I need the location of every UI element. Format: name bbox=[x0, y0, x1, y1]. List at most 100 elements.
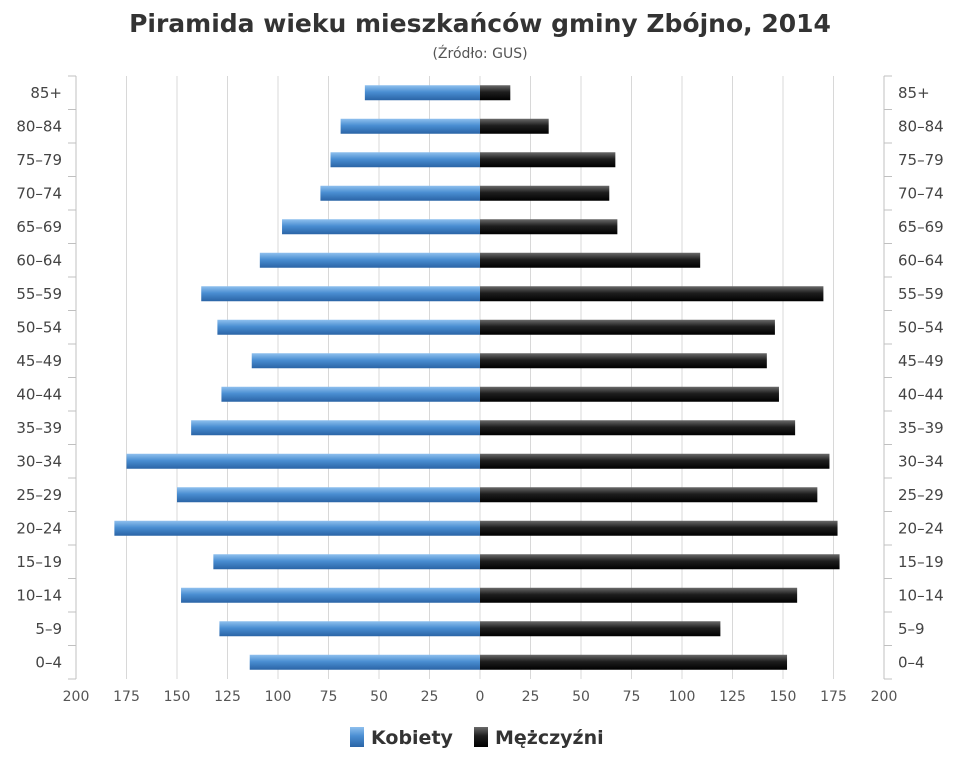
x-tick-label: 125 bbox=[719, 689, 746, 705]
bar-kobiety[interactable] bbox=[181, 587, 481, 603]
category-label-right: 25–29 bbox=[898, 486, 944, 504]
bar-kobiety[interactable] bbox=[219, 621, 481, 637]
x-tick-label: 125 bbox=[214, 689, 241, 705]
bar-kobiety[interactable] bbox=[249, 654, 480, 670]
x-tick-label: 50 bbox=[370, 689, 388, 705]
category-label-left: 80–84 bbox=[16, 117, 62, 135]
bar-mezczyzni[interactable] bbox=[480, 219, 618, 235]
bar-kobiety[interactable] bbox=[213, 554, 481, 570]
bar-mezczyzni[interactable] bbox=[480, 118, 549, 134]
x-tick-label: 75 bbox=[320, 689, 338, 705]
bar-mezczyzni[interactable] bbox=[480, 386, 779, 402]
bar-mezczyzni[interactable] bbox=[480, 420, 796, 436]
category-label-right: 35–39 bbox=[898, 419, 944, 437]
x-tick-label: 150 bbox=[164, 689, 191, 705]
category-label-right: 15–19 bbox=[898, 553, 944, 571]
x-tick-label: 100 bbox=[265, 689, 292, 705]
category-label-right: 55–59 bbox=[898, 285, 944, 303]
x-tick-label: 25 bbox=[421, 689, 439, 705]
x-tick-label: 175 bbox=[820, 689, 847, 705]
legend: Kobiety Mężczyźni bbox=[350, 727, 604, 749]
category-label-left: 30–34 bbox=[16, 452, 62, 470]
legend-swatch[interactable] bbox=[350, 727, 364, 747]
category-label-right: 70–74 bbox=[898, 184, 944, 202]
bar-mezczyzni[interactable] bbox=[480, 185, 610, 201]
bar-mezczyzni[interactable] bbox=[480, 152, 616, 168]
chart-title: Piramida wieku mieszkańców gminy Zbójno,… bbox=[129, 9, 831, 38]
labels: 200 175 150 125 100 75 50 25 0 25 50 75 100 125 150 175… bbox=[16, 84, 943, 705]
category-label-right: 65–69 bbox=[898, 218, 944, 236]
category-label-right: 75–79 bbox=[898, 151, 944, 169]
bar-mezczyzni[interactable] bbox=[480, 353, 767, 369]
category-label-right: 5–9 bbox=[898, 620, 925, 638]
bar-mezczyzni[interactable] bbox=[480, 252, 701, 268]
category-label-right: 40–44 bbox=[898, 385, 944, 403]
category-label-left: 75–79 bbox=[16, 151, 62, 169]
bar-kobiety[interactable] bbox=[126, 453, 481, 469]
bar-kobiety[interactable] bbox=[340, 118, 480, 134]
bar-kobiety[interactable] bbox=[259, 252, 480, 268]
bar-mezczyzni[interactable] bbox=[480, 520, 838, 536]
category-label-right: 20–24 bbox=[898, 519, 944, 537]
bar-kobiety[interactable] bbox=[201, 286, 481, 302]
bar-mezczyzni[interactable] bbox=[480, 654, 788, 670]
category-label-left: 40–44 bbox=[16, 385, 62, 403]
bar-mezczyzni[interactable] bbox=[480, 587, 798, 603]
category-label-left: 5–9 bbox=[35, 620, 62, 638]
category-label-right: 0–4 bbox=[898, 653, 925, 671]
x-tick-label: 100 bbox=[669, 689, 696, 705]
bar-kobiety[interactable] bbox=[177, 487, 480, 503]
x-tick-label: 150 bbox=[770, 689, 797, 705]
x-tick-label: 75 bbox=[623, 689, 641, 705]
category-label-left: 50–54 bbox=[16, 318, 62, 336]
bar-kobiety[interactable] bbox=[282, 219, 480, 235]
x-tick-label: 50 bbox=[572, 689, 590, 705]
bar-kobiety[interactable] bbox=[320, 185, 480, 201]
bars bbox=[114, 85, 840, 670]
bar-kobiety[interactable] bbox=[217, 319, 480, 335]
bar-kobiety[interactable] bbox=[251, 353, 480, 369]
bar-mezczyzni[interactable] bbox=[480, 453, 830, 469]
bar-kobiety[interactable] bbox=[114, 520, 480, 536]
category-label-left: 0–4 bbox=[35, 653, 62, 671]
category-label-right: 45–49 bbox=[898, 352, 944, 370]
chart-subtitle: (Źródło: GUS) bbox=[432, 44, 527, 62]
legend-label[interactable]: Mężczyźni bbox=[495, 727, 604, 749]
x-tick-label: 0 bbox=[476, 689, 485, 705]
bar-kobiety[interactable] bbox=[191, 420, 480, 436]
legend-label[interactable]: Kobiety bbox=[371, 727, 454, 749]
bar-kobiety[interactable] bbox=[364, 85, 480, 101]
bar-mezczyzni[interactable] bbox=[480, 286, 824, 302]
category-label-left: 55–59 bbox=[16, 285, 62, 303]
axes bbox=[68, 75, 892, 680]
category-label-left: 45–49 bbox=[16, 352, 62, 370]
x-tick-label: 200 bbox=[63, 689, 90, 705]
bar-mezczyzni[interactable] bbox=[480, 85, 511, 101]
bar-mezczyzni[interactable] bbox=[480, 554, 840, 570]
category-label-right: 30–34 bbox=[898, 452, 944, 470]
legend-swatch[interactable] bbox=[474, 727, 488, 747]
bar-kobiety[interactable] bbox=[221, 386, 480, 402]
category-label-left: 85+ bbox=[30, 84, 62, 102]
category-label-right: 50–54 bbox=[898, 318, 944, 336]
x-tick-label: 200 bbox=[871, 689, 898, 705]
category-label-left: 35–39 bbox=[16, 419, 62, 437]
x-tick-label: 175 bbox=[113, 689, 140, 705]
category-label-right: 60–64 bbox=[898, 251, 944, 269]
category-label-right: 10–14 bbox=[898, 586, 944, 604]
category-label-left: 65–69 bbox=[16, 218, 62, 236]
bar-mezczyzni[interactable] bbox=[480, 319, 775, 335]
bar-mezczyzni[interactable] bbox=[480, 621, 721, 637]
bar-kobiety[interactable] bbox=[330, 152, 480, 168]
category-label-left: 25–29 bbox=[16, 486, 62, 504]
category-label-left: 70–74 bbox=[16, 184, 62, 202]
category-label-right: 80–84 bbox=[898, 117, 944, 135]
category-label-left: 20–24 bbox=[16, 519, 62, 537]
category-label-right: 85+ bbox=[898, 84, 930, 102]
bar-mezczyzni[interactable] bbox=[480, 487, 818, 503]
category-label-left: 15–19 bbox=[16, 553, 62, 571]
x-tick-label: 25 bbox=[522, 689, 540, 705]
category-label-left: 10–14 bbox=[16, 586, 62, 604]
